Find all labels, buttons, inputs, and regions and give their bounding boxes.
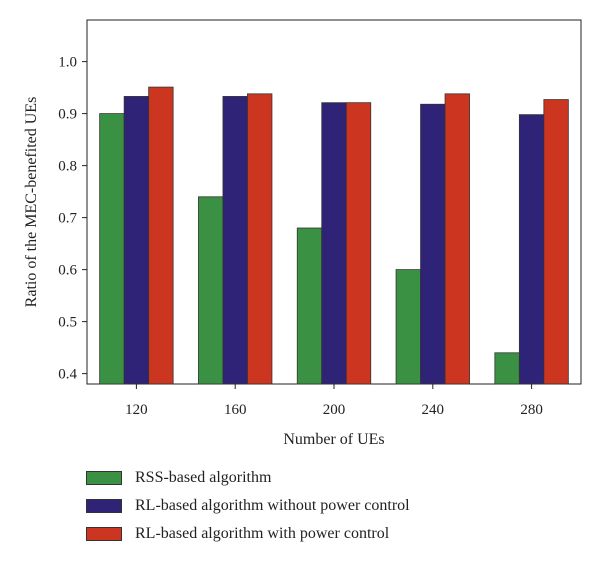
legend-label-rl-no-power: RL-based algorithm without power control: [135, 497, 410, 514]
legend-swatch-rss: [86, 471, 122, 485]
bar-series2-280: [543, 99, 569, 385]
bar-series0-120: [99, 113, 125, 385]
legend-item-rl-no-power: RL-based algorithm without power control: [86, 492, 410, 520]
legend-item-rl-power: RL-based algorithm with power control: [86, 520, 410, 548]
y-tick-label-0.7: 0.7: [58, 211, 77, 227]
bar-series0-200: [296, 227, 323, 385]
x-tick-label-120: 120: [125, 402, 148, 418]
bar-series1-200: [321, 102, 347, 385]
x-tick-label-240: 240: [422, 402, 445, 418]
x-tick-label-280: 280: [520, 402, 543, 418]
bar-series2-200: [345, 102, 372, 385]
x-tick-label-200: 200: [323, 402, 346, 418]
bars-group: [99, 86, 569, 385]
bar-series1-280: [518, 114, 545, 385]
y-tick-label-0.8: 0.8: [58, 159, 77, 175]
bar-series2-240: [444, 93, 470, 385]
bar-series1-120: [123, 96, 150, 385]
y-tick-label-0.6: 0.6: [58, 263, 77, 279]
y-axis-ticks: 0.4 0.5 0.6 0.7 0.8 0.9 1.0: [58, 55, 87, 383]
y-tick-label-0.4: 0.4: [58, 367, 77, 383]
bar-chart: 0.4 0.5 0.6 0.7 0.8 0.9 1.0 120 160 200 240 280 Nu…: [23, 19, 582, 448]
bar-series1-240: [420, 103, 446, 385]
bar-series2-120: [148, 86, 174, 385]
y-tick-label-0.9: 0.9: [58, 107, 77, 123]
y-tick-label-0.5: 0.5: [58, 315, 77, 331]
x-axis-ticks: 120 160 200 240 280: [125, 384, 543, 418]
x-tick-label-160: 160: [224, 402, 247, 418]
legend: RSS-based algorithm RL-based algorithm w…: [86, 464, 410, 548]
bar-series2-160: [247, 93, 273, 385]
y-axis-label: Ratio of the MEC-benefited UEs: [23, 97, 40, 308]
bar-series0-160: [198, 196, 224, 385]
legend-item-rss: RSS-based algorithm: [86, 464, 410, 492]
legend-swatch-rl-power: [86, 527, 122, 541]
y-tick-label-1.0: 1.0: [58, 55, 77, 71]
bar-series0-280: [494, 352, 520, 385]
bar-series0-240: [395, 269, 421, 385]
bar-series1-160: [222, 96, 248, 385]
legend-label-rl-power: RL-based algorithm with power control: [135, 525, 390, 542]
x-axis-label: Number of UEs: [283, 431, 384, 448]
legend-label-rss: RSS-based algorithm: [135, 469, 272, 486]
legend-swatch-rl-no-power: [86, 499, 122, 513]
